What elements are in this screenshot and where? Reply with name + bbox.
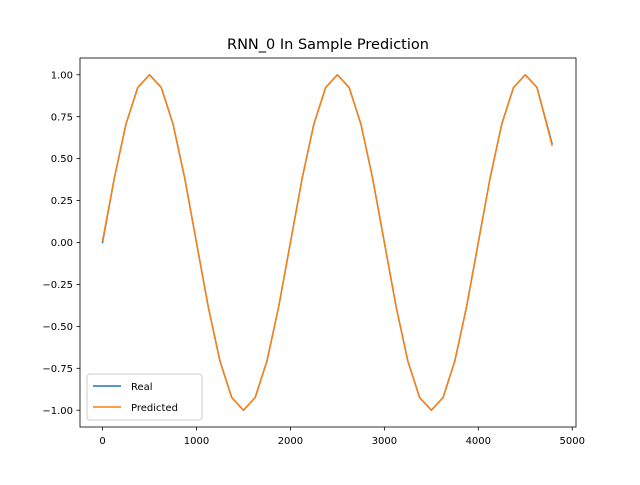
x-tick-label: 2000 <box>278 436 303 447</box>
legend-label-real: Real <box>131 382 153 393</box>
y-tick-label: 0.75 <box>51 112 73 123</box>
legend: Real Predicted <box>86 373 203 421</box>
x-tick-label: 5000 <box>560 436 585 447</box>
plot-area <box>80 58 576 427</box>
legend-label-predicted: Predicted <box>131 403 178 414</box>
y-tick-label: 1.00 <box>51 70 73 81</box>
y-tick-label: −0.75 <box>42 364 73 375</box>
x-tick-label: 0 <box>99 436 105 447</box>
y-tick-label: 0.50 <box>51 154 73 165</box>
series-layer <box>101 74 553 411</box>
y-tick-label: −1.00 <box>42 406 73 417</box>
x-tick-label: 1000 <box>184 436 209 447</box>
x-tick-label: 4000 <box>466 436 491 447</box>
y-tick-label: 0.00 <box>51 238 73 249</box>
y-tick-label: 0.25 <box>51 196 73 207</box>
plot-background <box>80 58 576 427</box>
x-tick-label: 3000 <box>372 436 397 447</box>
y-tick-label: −0.25 <box>42 280 73 291</box>
axes-layer: 0 1000 2000 3000 4000 5000 1.00 0.75 0.50 0.25 0.0… <box>42 57 585 447</box>
y-tick-label: −0.50 <box>42 322 73 333</box>
chart-title: RNN_0 In Sample Prediction <box>227 37 429 53</box>
series-line-predicted <box>101 74 553 411</box>
